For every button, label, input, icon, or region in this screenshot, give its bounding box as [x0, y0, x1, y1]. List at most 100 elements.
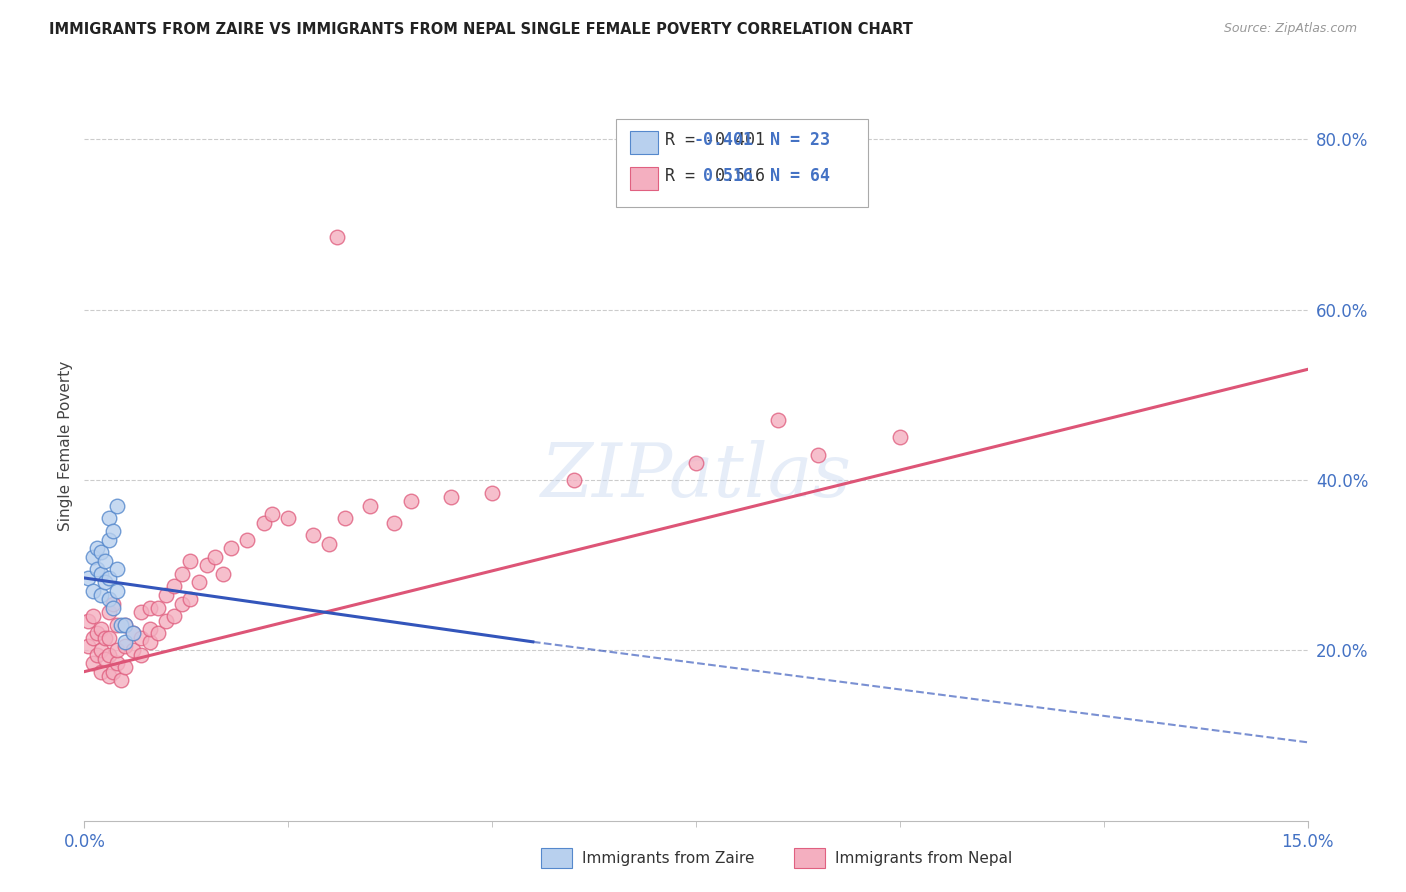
Point: [114, 617, 136, 632]
Point: [179, 592, 201, 607]
Point: [440, 490, 463, 504]
Point: [82, 609, 104, 624]
Point: [204, 549, 226, 564]
Point: [77, 614, 100, 628]
Point: [82, 549, 104, 564]
Point: [90, 588, 112, 602]
Point: [97, 648, 120, 662]
Point: [114, 660, 136, 674]
Point: [326, 230, 349, 244]
Point: [110, 673, 132, 688]
Point: [90, 566, 112, 581]
Point: [93, 554, 115, 568]
Point: [105, 617, 128, 632]
Point: [90, 643, 112, 657]
Text: 0.516: 0.516: [693, 167, 754, 185]
Point: [236, 533, 259, 547]
Text: R =  0.516: R = 0.516: [665, 167, 765, 185]
Point: [114, 639, 136, 653]
Point: [97, 533, 120, 547]
Point: [131, 605, 153, 619]
Point: [277, 511, 299, 525]
Text: R = -0.401: R = -0.401: [665, 131, 765, 149]
Point: [77, 571, 100, 585]
Y-axis label: Single Female Poverty: Single Female Poverty: [58, 361, 73, 531]
Point: [807, 448, 830, 462]
Point: [138, 622, 160, 636]
Point: [77, 639, 100, 653]
Point: [86, 562, 108, 576]
Point: [131, 648, 153, 662]
Point: [86, 626, 108, 640]
Point: [155, 614, 177, 628]
Point: [146, 600, 169, 615]
Point: [101, 597, 124, 611]
Point: [105, 643, 128, 657]
Point: [766, 413, 789, 427]
Point: [90, 622, 112, 636]
Point: [93, 575, 115, 590]
Point: [219, 541, 242, 556]
Point: [335, 511, 357, 525]
Point: [131, 631, 153, 645]
Text: Immigrants from Zaire: Immigrants from Zaire: [582, 851, 755, 865]
Point: [187, 575, 209, 590]
Point: [97, 571, 120, 585]
Point: [105, 562, 128, 576]
Point: [90, 665, 112, 679]
Point: [359, 499, 381, 513]
Point: [685, 456, 707, 470]
Point: [172, 597, 194, 611]
Point: [179, 554, 201, 568]
Point: [114, 617, 136, 632]
Point: [889, 430, 911, 444]
Point: [122, 626, 145, 640]
Point: [163, 609, 186, 624]
Point: [122, 626, 145, 640]
Point: [195, 558, 218, 573]
Point: [90, 545, 112, 559]
Point: [101, 665, 124, 679]
Point: [138, 635, 160, 649]
Point: [382, 516, 405, 530]
Point: [146, 626, 169, 640]
Point: [105, 656, 128, 670]
Point: [114, 635, 136, 649]
Point: [86, 648, 108, 662]
Point: [163, 580, 186, 594]
Text: IMMIGRANTS FROM ZAIRE VS IMMIGRANTS FROM NEPAL SINGLE FEMALE POVERTY CORRELATION: IMMIGRANTS FROM ZAIRE VS IMMIGRANTS FROM…: [49, 22, 912, 37]
Text: -0.401: -0.401: [693, 131, 754, 149]
Point: [101, 600, 124, 615]
Point: [101, 524, 124, 538]
Point: [562, 473, 585, 487]
Text: N = 64: N = 64: [770, 167, 831, 185]
Point: [82, 583, 104, 598]
Point: [105, 583, 128, 598]
Point: [318, 537, 340, 551]
Point: [82, 631, 104, 645]
Point: [138, 600, 160, 615]
Point: [93, 631, 115, 645]
Text: ZIPatlas: ZIPatlas: [540, 440, 852, 512]
Point: [97, 605, 120, 619]
Point: [82, 656, 104, 670]
Point: [260, 507, 283, 521]
Point: [253, 516, 276, 530]
Point: [172, 566, 194, 581]
Point: [212, 566, 235, 581]
Point: [105, 499, 128, 513]
Point: [481, 485, 503, 500]
Point: [86, 541, 108, 556]
Text: N = 23: N = 23: [770, 131, 831, 149]
Point: [97, 631, 120, 645]
Point: [97, 592, 120, 607]
Point: [97, 669, 120, 683]
Point: [97, 511, 120, 525]
Point: [122, 643, 145, 657]
Text: Source: ZipAtlas.com: Source: ZipAtlas.com: [1223, 22, 1357, 36]
Point: [399, 494, 422, 508]
Point: [93, 652, 115, 666]
Point: [155, 588, 177, 602]
Point: [110, 617, 132, 632]
Text: Immigrants from Nepal: Immigrants from Nepal: [835, 851, 1012, 865]
